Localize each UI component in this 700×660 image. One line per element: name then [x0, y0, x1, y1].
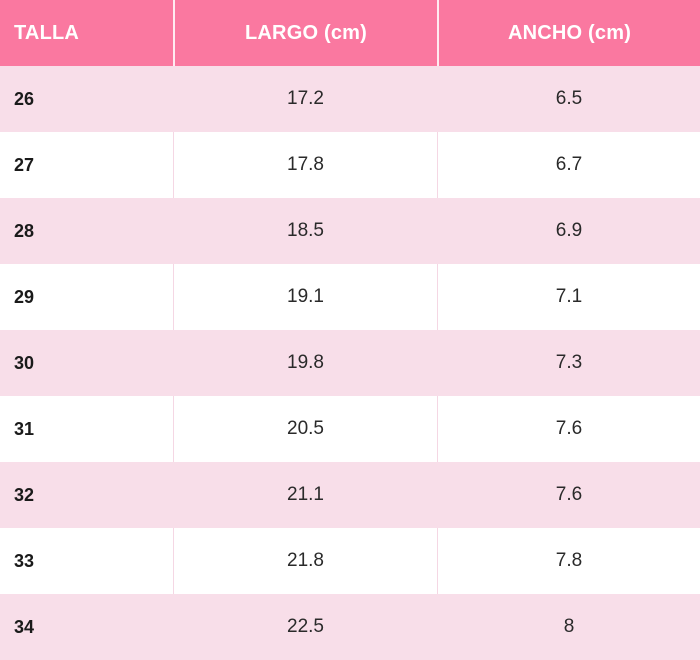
size-cell: 26 [14, 88, 35, 109]
table-row: 26 17.2 6.5 [0, 66, 700, 132]
ancho-cell: 7.8 [437, 528, 700, 594]
ancho-cell: 7.6 [437, 462, 700, 528]
size-cell: 33 [14, 550, 35, 571]
table-row: 29 19.1 7.1 [0, 264, 700, 330]
largo-cell: 21.8 [173, 528, 437, 594]
table-row: 28 18.5 6.9 [0, 198, 700, 264]
header-cell-largo: LARGO (cm) [173, 0, 437, 66]
header-cell-ancho: ANCHO (cm) [437, 0, 700, 66]
table-header-row: TALLA LARGO (cm) ANCHO (cm) [0, 0, 700, 66]
table-row: 30 19.8 7.3 [0, 330, 700, 396]
largo-cell: 17.8 [173, 132, 437, 198]
ancho-cell: 6.7 [437, 132, 700, 198]
table-row: 32 21.1 7.6 [0, 462, 700, 528]
size-cell: 32 [14, 484, 35, 505]
header-cell-talla: TALLA [14, 21, 80, 44]
size-cell: 34 [14, 616, 35, 637]
largo-cell: 20.5 [173, 396, 437, 462]
ancho-cell: 7.1 [437, 264, 700, 330]
ancho-cell: 8 [437, 594, 700, 660]
ancho-cell: 7.6 [437, 396, 700, 462]
size-cell: 28 [14, 220, 35, 241]
size-cell: 31 [14, 418, 35, 439]
largo-cell: 19.1 [173, 264, 437, 330]
table-row: 33 21.8 7.8 [0, 528, 700, 594]
ancho-cell: 6.9 [437, 198, 700, 264]
largo-cell: 19.8 [173, 330, 437, 396]
table-row: 34 22.5 8 [0, 594, 700, 660]
ancho-cell: 6.5 [437, 66, 700, 132]
largo-cell: 18.5 [173, 198, 437, 264]
ancho-cell: 7.3 [437, 330, 700, 396]
size-cell: 27 [14, 154, 35, 175]
largo-cell: 17.2 [173, 66, 437, 132]
largo-cell: 22.5 [173, 594, 437, 660]
table-row: 27 17.8 6.7 [0, 132, 700, 198]
size-cell: 30 [14, 352, 35, 373]
largo-cell: 21.1 [173, 462, 437, 528]
table-row: 31 20.5 7.6 [0, 396, 700, 462]
size-cell: 29 [14, 286, 35, 307]
